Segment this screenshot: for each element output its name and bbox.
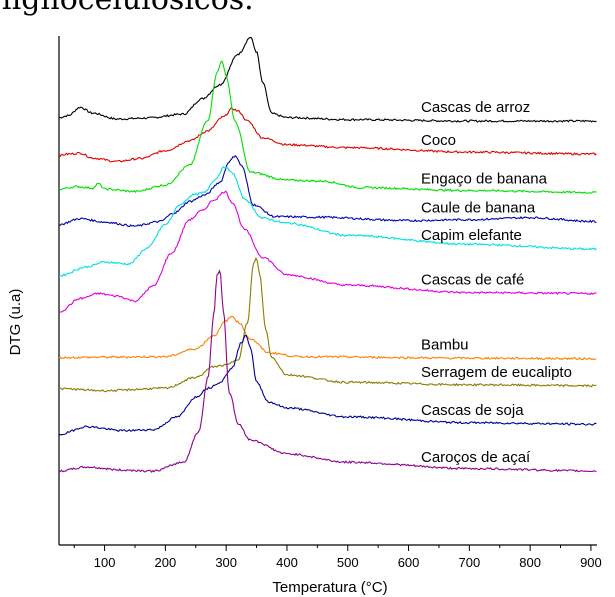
series-line <box>58 334 597 436</box>
series-line <box>58 36 597 123</box>
series-label: Caule de banana <box>421 200 536 217</box>
series-line <box>58 107 597 163</box>
x-tick-label: 800 <box>519 555 541 570</box>
x-tick-label: 500 <box>337 555 359 570</box>
series-label: Cascas de café <box>421 272 524 289</box>
series-label: Cascas de arroz <box>421 99 530 116</box>
series-label: Engaço de banana <box>421 171 548 188</box>
series-line <box>58 256 597 393</box>
series-line <box>58 154 597 228</box>
x-axis-label: Temperatura (°C) <box>272 579 387 596</box>
series-label: Bambu <box>421 337 469 354</box>
series-label: Coco <box>421 132 456 149</box>
y-axis-label: DTG (u.a) <box>7 289 24 356</box>
chart-axes: 100 200 300 400 500 600 700 800 900 <box>58 36 602 570</box>
chart-curves <box>58 36 597 473</box>
chart-series-labels: Cascas de arroz Coco Engaço de banana Caule… <box>421 99 572 466</box>
x-tick-label: 700 <box>458 555 480 570</box>
header-text-fragment: lignocelulósicos. <box>2 0 254 17</box>
series-line <box>58 315 597 361</box>
x-tick-label: 100 <box>94 555 116 570</box>
x-tick-label: 600 <box>398 555 420 570</box>
series-label: Cascas de soja <box>421 402 524 419</box>
series-label: Caroços de açaí <box>421 449 531 466</box>
x-tick-label: 900 <box>580 555 602 570</box>
x-tick-label: 400 <box>276 555 298 570</box>
x-tick-label: 200 <box>155 555 177 570</box>
x-tick-label: 300 <box>215 555 237 570</box>
series-line <box>58 269 597 473</box>
series-label: Serragem de eucalipto <box>421 364 572 381</box>
series-label: Capim elefante <box>421 227 522 244</box>
series-line <box>58 166 597 277</box>
series-line <box>58 190 597 313</box>
series-line <box>58 60 597 194</box>
